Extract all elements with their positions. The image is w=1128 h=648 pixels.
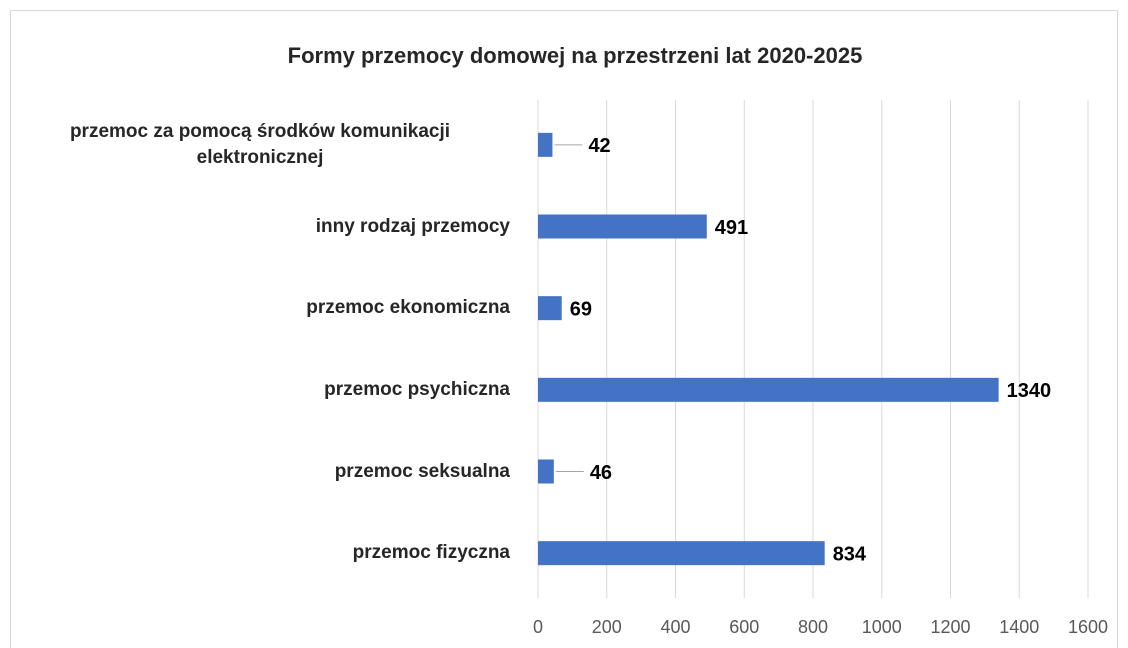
value-label: 491	[715, 217, 748, 239]
x-tick-label: 1200	[930, 617, 970, 637]
value-label: 42	[588, 135, 610, 157]
bar	[538, 377, 999, 402]
x-tick-label: 200	[592, 617, 622, 637]
x-tick-label: 1000	[862, 617, 902, 637]
bar	[538, 541, 825, 566]
x-tick-label: 0	[533, 617, 543, 637]
chart-title: Formy przemocy domowej na przestrzeni la…	[288, 43, 863, 68]
x-tick-label: 800	[798, 617, 828, 637]
y-tick-label: przemoc za pomocą środków komunikacji el…	[69, 120, 451, 168]
y-tick-label: przemoc ekonomiczna	[306, 297, 510, 319]
y-tick-label: przemoc seksualna	[334, 460, 510, 482]
bar	[538, 296, 562, 321]
bar	[538, 459, 554, 484]
value-label: 46	[590, 462, 612, 484]
value-label: 1340	[1007, 380, 1052, 402]
x-tick-label: 600	[729, 617, 759, 637]
x-tick-label: 1400	[999, 617, 1039, 637]
y-tick-label: przemoc psychiczna	[324, 378, 510, 400]
x-tick-label: 400	[660, 617, 690, 637]
x-tick-label: 1600	[1068, 617, 1108, 637]
value-label: 834	[833, 543, 867, 565]
bar	[538, 132, 553, 157]
y-tick-label: inny rodzaj przemocy	[315, 215, 510, 237]
bar	[538, 214, 707, 239]
y-tick-label: przemoc fizyczna	[352, 542, 510, 564]
value-label: 69	[570, 298, 592, 320]
